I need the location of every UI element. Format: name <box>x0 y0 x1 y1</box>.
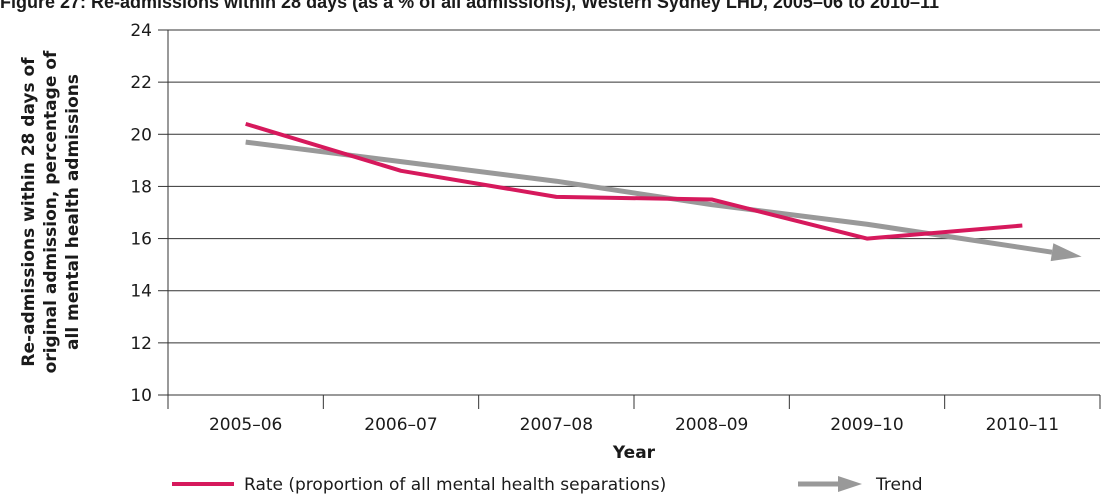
x-tick-label: 2009–10 <box>830 415 903 435</box>
y-axis-title-line: all mental health admissions <box>63 74 83 350</box>
legend: Rate (proportion of all mental health se… <box>172 475 923 495</box>
y-tick-label: 24 <box>130 21 152 41</box>
x-tick-label: 2007–08 <box>520 415 593 435</box>
clipped-figure-title: Figure 27: Re-admissions within 28 days … <box>0 0 940 12</box>
legend-label-rate: Rate (proportion of all mental health se… <box>244 475 666 495</box>
y-axis-title-line: original admission, percentage of <box>41 50 61 373</box>
ticks <box>158 29 1101 409</box>
series-rate-line <box>245 121 1023 241</box>
x-tick-label: 2008–09 <box>675 415 748 435</box>
legend-label-trend: Trend <box>875 475 923 495</box>
gridlines <box>168 29 1100 344</box>
y-tick-label: 12 <box>130 334 152 354</box>
series-trend-arrowhead <box>1050 243 1082 262</box>
y-tick-label: 18 <box>130 177 152 197</box>
x-tick-label: 2010–11 <box>986 415 1059 435</box>
axes <box>167 30 1100 396</box>
legend-arrow-icon <box>838 476 862 492</box>
axis-labels: 10 12 14 16 18 20 22 24 2005–06 2006–07 2007–08 200… <box>19 21 1059 463</box>
y-tick-label: 10 <box>130 386 152 406</box>
y-tick-label: 22 <box>130 73 152 93</box>
y-tick-label: 20 <box>130 125 152 145</box>
x-axis-title: Year <box>612 443 656 463</box>
y-axis-title-line: Re-admissions within 28 days of <box>19 57 39 367</box>
series-lines <box>245 121 1082 262</box>
y-tick-label: 14 <box>130 282 152 302</box>
y-axis-title: Re-admissions within 28 days of original … <box>19 50 83 373</box>
x-tick-label: 2006–07 <box>364 415 437 435</box>
x-tick-label: 2005–06 <box>209 415 282 435</box>
y-tick-label: 16 <box>130 230 152 250</box>
